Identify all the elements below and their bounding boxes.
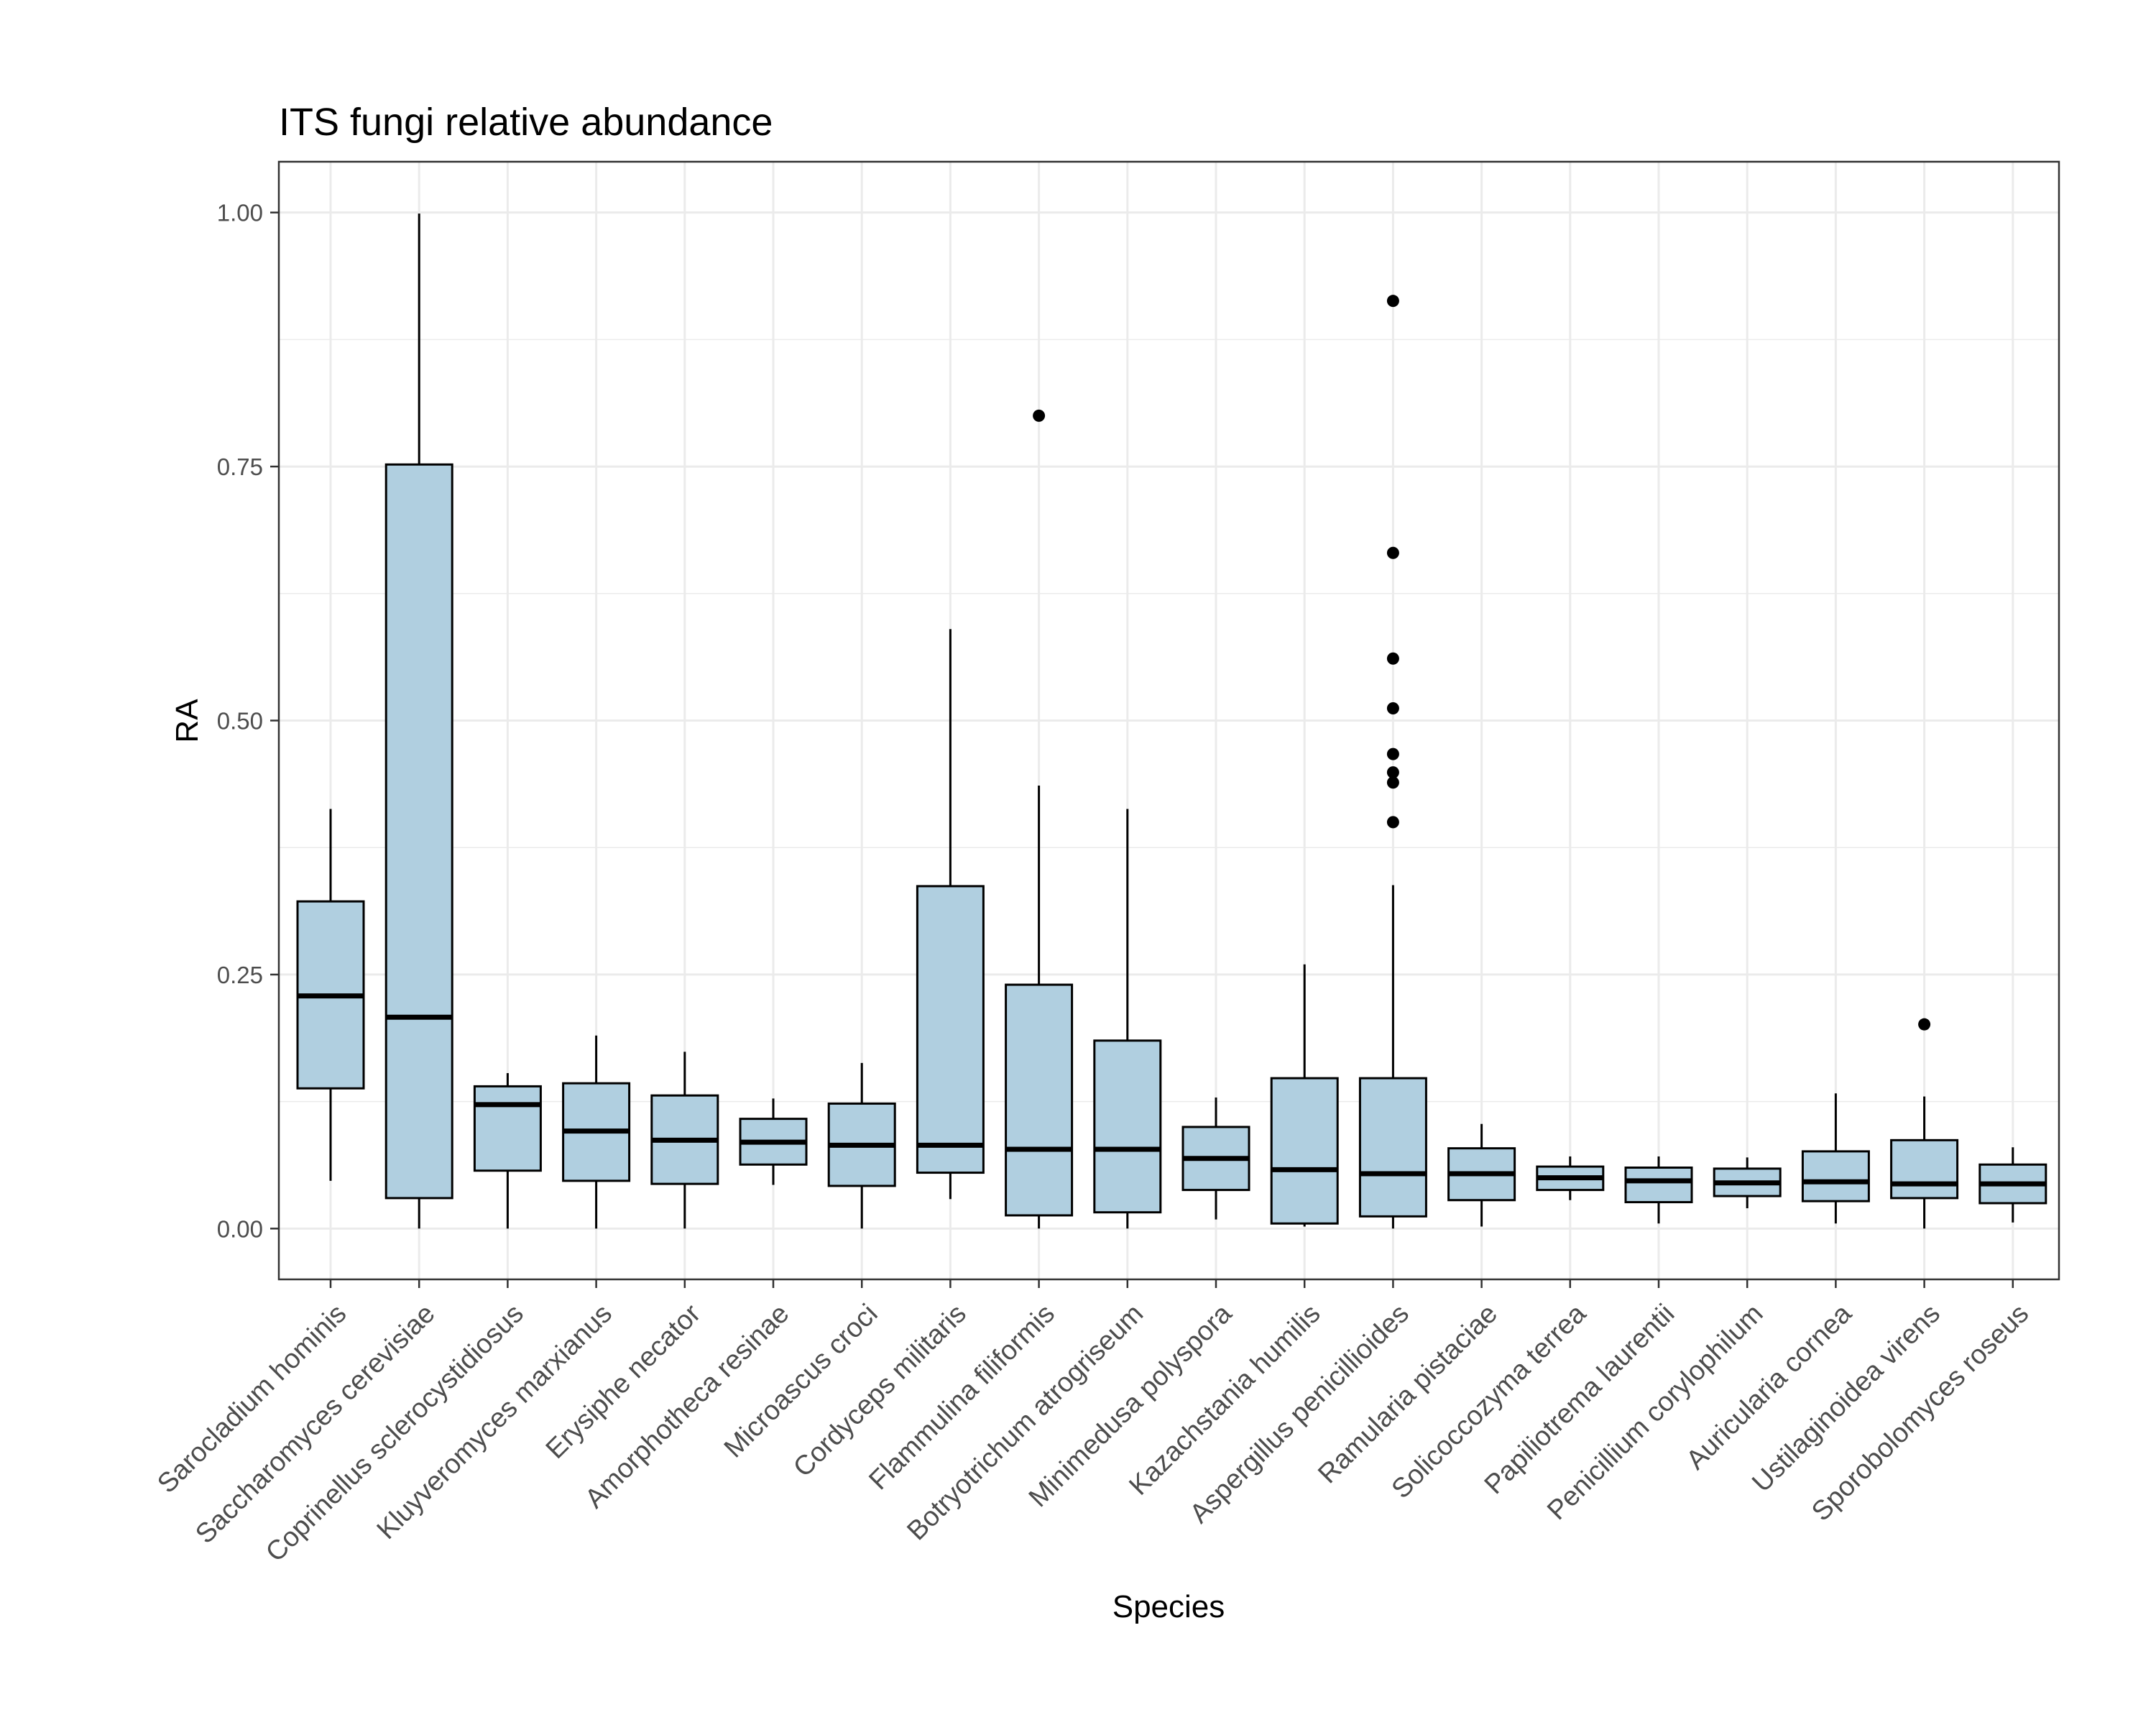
outlier-point — [1386, 766, 1399, 779]
box-group — [1447, 1123, 1516, 1227]
box-iqr — [916, 885, 985, 1174]
box-group — [1005, 409, 1074, 1229]
y-axis: 0.00 0.25 0.50 0.75 1.00 — [217, 200, 279, 1242]
y-tick-label: 0.50 — [217, 708, 263, 735]
y-tick-label: 1.00 — [217, 200, 263, 226]
box-iqr — [1358, 1077, 1427, 1218]
x-axis-title: Species — [1112, 1589, 1225, 1624]
box-group — [473, 1073, 542, 1229]
y-tick-label: 0.75 — [217, 454, 263, 480]
outlier-point — [1386, 546, 1399, 559]
box-iqr — [1624, 1167, 1693, 1204]
chart-title: ITS fungi relative abundance — [279, 101, 773, 144]
box-group — [1801, 1093, 1870, 1224]
box-iqr — [1005, 983, 1074, 1217]
outlier-point — [1386, 816, 1399, 829]
box-group — [650, 1052, 719, 1229]
box-group — [827, 1062, 896, 1229]
box-iqr — [1890, 1138, 1959, 1200]
box-group — [916, 629, 985, 1200]
outlier-point — [1386, 295, 1399, 308]
y-tick-label: 0.25 — [217, 962, 263, 988]
box-group — [1358, 295, 1427, 1229]
box-group — [1890, 1018, 1959, 1229]
y-axis-title: RA — [170, 699, 205, 743]
box-group — [1624, 1156, 1693, 1224]
box-iqr — [1270, 1077, 1339, 1225]
box-group — [1181, 1097, 1250, 1220]
outlier-point — [1386, 702, 1399, 715]
box-group — [384, 213, 453, 1229]
box-group — [1270, 964, 1339, 1227]
outlier-point — [1033, 409, 1046, 422]
outlier-point — [1386, 776, 1399, 789]
box-group — [1536, 1156, 1605, 1200]
y-tick-label: 0.00 — [217, 1215, 263, 1242]
outlier-point — [1386, 652, 1399, 665]
box-iqr — [473, 1085, 542, 1172]
outlier-point — [1386, 748, 1399, 760]
box-group — [739, 1098, 808, 1185]
box-series — [296, 213, 2047, 1229]
box-group — [562, 1035, 631, 1229]
box-group — [1093, 809, 1162, 1229]
outlier-point — [1918, 1018, 1931, 1031]
box-group — [296, 809, 365, 1181]
box-iqr — [1801, 1150, 1870, 1202]
box-iqr — [1093, 1039, 1162, 1214]
box-group — [1713, 1157, 1782, 1209]
box-iqr — [384, 463, 453, 1200]
box-group — [1978, 1147, 2047, 1223]
